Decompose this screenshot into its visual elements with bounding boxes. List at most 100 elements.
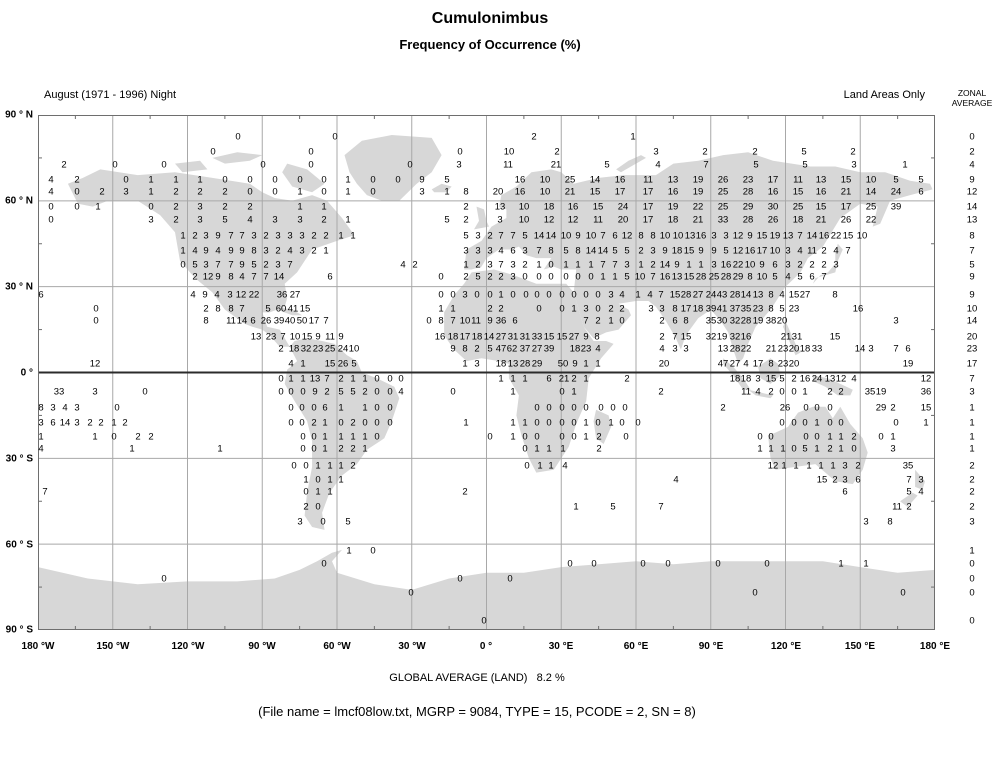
- grid-value: 9: [239, 245, 245, 257]
- grid-value: 5: [624, 245, 630, 257]
- grid-value: 2: [350, 417, 356, 429]
- grid-value: 0: [791, 443, 797, 455]
- grid-value: 0: [320, 516, 326, 528]
- grid-value: 0: [374, 417, 380, 429]
- grid-value: 0: [408, 587, 414, 599]
- grid-value: 7: [583, 315, 589, 327]
- grid-value: 14: [806, 230, 818, 242]
- grid-value: 1: [838, 443, 844, 455]
- grid-value: 1: [338, 431, 344, 443]
- grid-value: 22: [865, 214, 877, 226]
- grid-value: 13: [494, 201, 506, 213]
- grid-value: 1: [180, 230, 186, 242]
- grid-value: 12: [89, 358, 101, 370]
- grid-value: 1: [323, 245, 329, 257]
- grid-value: 8: [463, 186, 469, 198]
- grid-value: 7: [498, 230, 504, 242]
- lon-axis-label: 60 °W: [323, 641, 351, 652]
- grid-value: 0: [534, 289, 540, 301]
- grid-value: 2: [650, 259, 656, 271]
- grid-value: 0: [180, 259, 186, 271]
- grid-value: 35: [864, 386, 876, 398]
- grid-value: 25: [717, 201, 729, 213]
- grid-value: 1: [600, 271, 606, 283]
- grid-value: 0: [398, 373, 404, 385]
- grid-value: 15: [816, 474, 828, 486]
- grid-value: 3: [197, 201, 203, 213]
- grid-value: 0: [802, 417, 808, 429]
- grid-value: 33: [717, 214, 729, 226]
- grid-value: 3: [868, 343, 874, 355]
- grid-value: 8: [594, 331, 600, 343]
- grid-value: 3: [842, 474, 848, 486]
- grid-value: 26: [260, 315, 272, 327]
- grid-value: 0: [311, 443, 317, 455]
- grid-value: 8: [575, 245, 581, 257]
- grid-value: 23: [580, 343, 592, 355]
- grid-value: 1: [863, 558, 869, 570]
- grid-value: 1: [573, 501, 579, 513]
- grid-value: 9: [572, 358, 578, 370]
- grid-value: 5: [624, 271, 630, 283]
- zonal-average-value: 2: [969, 146, 975, 158]
- grid-value: 37: [519, 343, 531, 355]
- grid-value: 3: [92, 386, 98, 398]
- grid-value: 0: [247, 174, 253, 186]
- grid-value: 0: [583, 289, 589, 301]
- grid-value: 1: [510, 417, 516, 429]
- grid-value: 2: [61, 159, 67, 171]
- grid-value: 1: [338, 460, 344, 472]
- grid-value: 11: [503, 159, 513, 171]
- grid-value: 12: [543, 214, 555, 226]
- grid-value: 2: [74, 174, 80, 186]
- lat-axis-label: 30 ° N: [5, 281, 33, 293]
- grid-value: 0: [757, 431, 763, 443]
- grid-value: 3: [287, 230, 293, 242]
- grid-value: 3: [263, 245, 269, 257]
- grid-value: 26: [779, 402, 791, 414]
- grid-value: 20: [492, 186, 504, 198]
- grid-value: 13: [815, 174, 827, 186]
- grid-value: 3: [148, 214, 154, 226]
- grid-value: 3: [583, 303, 589, 315]
- grid-value: 9: [338, 331, 344, 343]
- grid-value: 0: [370, 545, 376, 557]
- grid-value: 0: [308, 146, 314, 158]
- grid-value: 0: [457, 573, 463, 585]
- lon-axis-label: 180 °W: [21, 641, 55, 652]
- grid-value: 2: [275, 245, 281, 257]
- grid-value: 15: [556, 331, 568, 343]
- grid-value: 39: [273, 315, 285, 327]
- grid-value: 0: [278, 386, 284, 398]
- grid-value: 0: [814, 431, 820, 443]
- grid-value: 4: [48, 186, 54, 198]
- grid-value: 14: [545, 230, 557, 242]
- grid-value: 5: [351, 358, 357, 370]
- grid-value: 12: [920, 373, 932, 385]
- grid-value: 2: [350, 460, 356, 472]
- grid-value: 28: [742, 214, 754, 226]
- grid-value: 18: [692, 303, 704, 315]
- grid-value: 8: [747, 271, 753, 283]
- zonal-average-value: 12: [966, 186, 978, 198]
- zonal-average-value: 7: [969, 373, 975, 385]
- grid-value: 25: [708, 271, 720, 283]
- coverage-label: Land Areas Only: [843, 89, 925, 101]
- grid-value: 16: [659, 271, 671, 283]
- grid-value: 0: [272, 186, 278, 198]
- grid-value: 6: [327, 271, 333, 283]
- grid-value: 2: [462, 486, 468, 498]
- grid-value: 8: [683, 315, 689, 327]
- grid-value: 24: [617, 201, 629, 213]
- grid-value: 15: [788, 289, 800, 301]
- grid-value: 3: [851, 159, 857, 171]
- grid-value: 0: [457, 146, 463, 158]
- grid-value: 16: [744, 245, 756, 257]
- grid-value: 15: [840, 174, 852, 186]
- grid-value: 1: [802, 386, 808, 398]
- grid-value: 2: [192, 230, 198, 242]
- grid-value: 32: [729, 315, 741, 327]
- zonal-average-value: 8: [969, 230, 975, 242]
- grid-value: 5: [345, 516, 351, 528]
- grid-value: 3: [487, 245, 493, 257]
